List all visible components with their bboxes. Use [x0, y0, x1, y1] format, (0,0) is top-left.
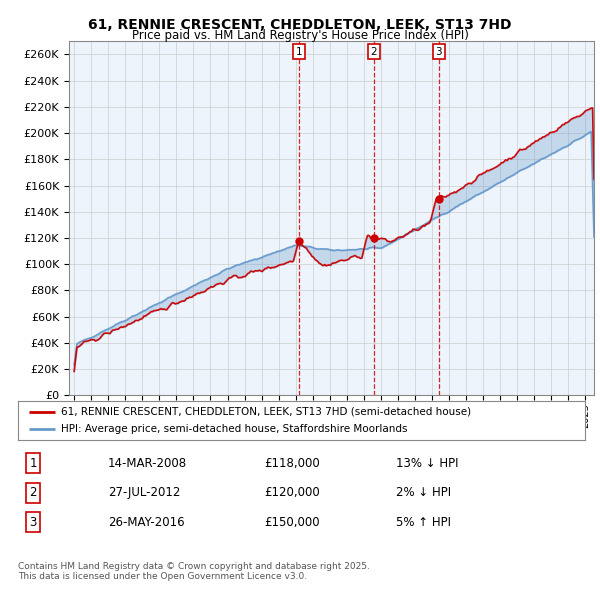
Text: 26-MAY-2016: 26-MAY-2016 — [108, 516, 185, 529]
Text: 5% ↑ HPI: 5% ↑ HPI — [396, 516, 451, 529]
Text: 61, RENNIE CRESCENT, CHEDDLETON, LEEK, ST13 7HD: 61, RENNIE CRESCENT, CHEDDLETON, LEEK, S… — [88, 18, 512, 32]
Text: Price paid vs. HM Land Registry's House Price Index (HPI): Price paid vs. HM Land Registry's House … — [131, 30, 469, 42]
Text: £120,000: £120,000 — [264, 486, 320, 499]
Text: 3: 3 — [29, 516, 37, 529]
Text: Contains HM Land Registry data © Crown copyright and database right 2025.
This d: Contains HM Land Registry data © Crown c… — [18, 562, 370, 581]
Text: 1: 1 — [29, 457, 37, 470]
Text: 13% ↓ HPI: 13% ↓ HPI — [396, 457, 458, 470]
Text: £118,000: £118,000 — [264, 457, 320, 470]
Text: HPI: Average price, semi-detached house, Staffordshire Moorlands: HPI: Average price, semi-detached house,… — [61, 424, 407, 434]
Text: 61, RENNIE CRESCENT, CHEDDLETON, LEEK, ST13 7HD (semi-detached house): 61, RENNIE CRESCENT, CHEDDLETON, LEEK, S… — [61, 407, 470, 417]
Text: 2: 2 — [29, 486, 37, 499]
Text: 1: 1 — [296, 47, 302, 57]
Text: 2: 2 — [370, 47, 377, 57]
Text: £150,000: £150,000 — [264, 516, 320, 529]
Text: 14-MAR-2008: 14-MAR-2008 — [108, 457, 187, 470]
Text: 27-JUL-2012: 27-JUL-2012 — [108, 486, 181, 499]
Text: 3: 3 — [436, 47, 442, 57]
Text: 2% ↓ HPI: 2% ↓ HPI — [396, 486, 451, 499]
